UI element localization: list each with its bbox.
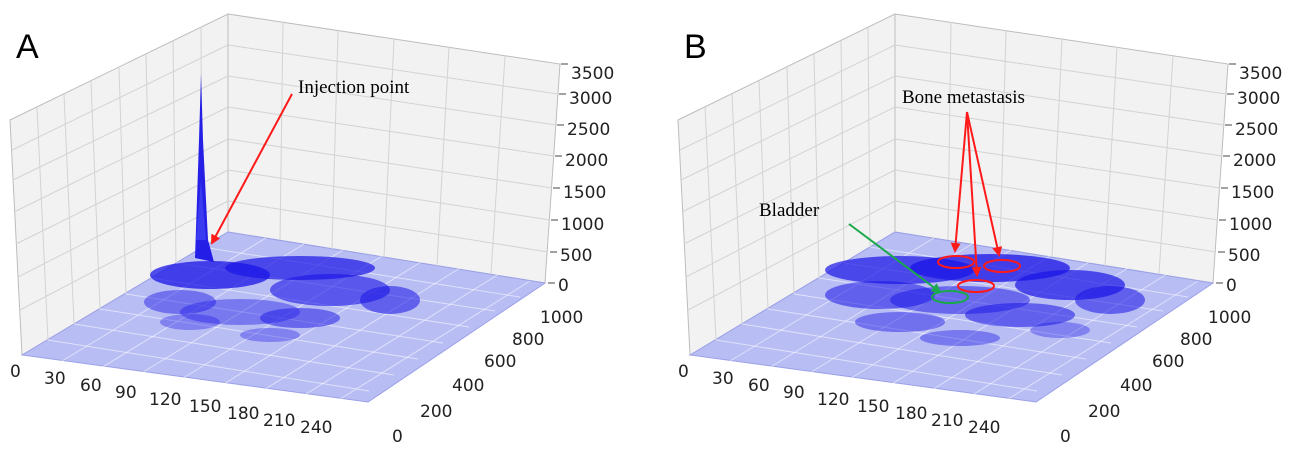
x-tick-label: 240 <box>300 418 332 438</box>
y-tick-label: 1000 <box>540 308 583 328</box>
gridlines <box>679 21 1227 341</box>
z-tick-label: 1000 <box>1229 215 1272 235</box>
metastasis-arrow <box>950 111 968 253</box>
y-tick-label: 200 <box>420 402 452 422</box>
y-tick-label: 800 <box>1180 330 1212 350</box>
x-tick-label: 30 <box>44 369 66 389</box>
x-tick-label: 90 <box>783 383 805 403</box>
z-tick-labels: 0 500 1000 1500 2000 2500 3000 3500 <box>1226 64 1282 296</box>
z-tick-label: 0 <box>558 276 569 296</box>
z-tick-label: 500 <box>1228 246 1260 266</box>
y-tick-labels: 0 200 400 600 800 1000 <box>1060 308 1251 447</box>
x-tick-label: 0 <box>678 362 689 382</box>
injection-point-arrow <box>211 93 293 245</box>
x-tick-labels: 0 30 60 90 120 150 180 210 240 <box>678 362 1000 438</box>
x-tick-labels: 0 30 60 90 120 150 180 210 240 <box>10 362 332 438</box>
x-tick-label: 150 <box>189 397 221 417</box>
z-ticks <box>1216 63 1236 284</box>
x-tick-label: 150 <box>857 397 889 417</box>
z-tick-label: 1500 <box>1231 183 1274 203</box>
density-surface <box>825 254 1145 346</box>
z-tick-label: 1000 <box>561 215 604 235</box>
x-tick-label: 180 <box>895 404 927 424</box>
x-tick-label: 210 <box>263 411 295 431</box>
y-tick-label: 600 <box>1152 352 1184 372</box>
bladder-marker <box>931 290 969 304</box>
z-ticks <box>548 63 568 284</box>
metastasis-arrow <box>966 111 982 277</box>
panel-label-a: A <box>16 28 39 66</box>
z-tick-label: 1500 <box>563 183 606 203</box>
z-tick-label: 0 <box>1226 276 1237 296</box>
x-tick-label: 180 <box>227 404 259 424</box>
density-surface <box>144 74 420 342</box>
z-tick-label: 3000 <box>569 89 612 109</box>
y-tick-label: 400 <box>1120 376 1152 396</box>
y-tick-label: 1000 <box>1208 308 1251 328</box>
bladder-arrow <box>848 223 942 294</box>
z-tick-labels: 0 500 1000 1500 2000 2500 3000 3500 <box>558 64 614 296</box>
metastasis-markers <box>937 255 1021 293</box>
x-tick-label: 0 <box>10 362 21 382</box>
x-tick-label: 30 <box>712 369 734 389</box>
metastasis-arrow <box>966 111 1003 257</box>
y-tick-label: 600 <box>484 352 516 372</box>
z-tick-label: 2000 <box>1233 151 1276 171</box>
z-tick-label: 2000 <box>565 151 608 171</box>
panel-a: 0 500 1000 1500 2000 2500 3000 3500 0 30… <box>9 13 614 447</box>
z-tick-label: 3500 <box>1239 64 1282 84</box>
panel-b: 0 500 1000 1500 2000 2500 3000 3500 0 30… <box>677 13 1282 447</box>
metastasis-arrows <box>950 111 1003 277</box>
y-tick-label: 800 <box>512 330 544 350</box>
y-tick-label: 0 <box>1060 427 1071 447</box>
injection-point-label: Injection point <box>298 77 410 98</box>
y-tick-labels: 0 200 400 600 800 1000 <box>392 308 583 447</box>
z-tick-label: 3500 <box>571 64 614 84</box>
x-tick-label: 120 <box>149 390 181 410</box>
y-tick-label: 200 <box>1088 402 1120 422</box>
z-tick-label: 2500 <box>567 120 610 140</box>
metastasis-marker <box>937 255 975 269</box>
x-tick-label: 60 <box>80 376 102 396</box>
y-tick-label: 400 <box>452 376 484 396</box>
x-tick-label: 120 <box>817 390 849 410</box>
z-tick-label: 2500 <box>1235 120 1278 140</box>
z-tick-label: 3000 <box>1237 89 1280 109</box>
z-tick-label: 500 <box>560 246 592 266</box>
bladder-label: Bladder <box>759 200 820 221</box>
bone-metastasis-label: Bone metastasis <box>902 87 1025 108</box>
panel-label-b: B <box>684 28 707 66</box>
metastasis-marker <box>983 259 1021 273</box>
metastasis-marker <box>957 279 995 293</box>
x-tick-label: 210 <box>931 411 963 431</box>
x-tick-label: 90 <box>115 383 137 403</box>
x-tick-label: 240 <box>968 418 1000 438</box>
x-tick-label: 60 <box>748 376 770 396</box>
y-tick-label: 0 <box>392 427 403 447</box>
